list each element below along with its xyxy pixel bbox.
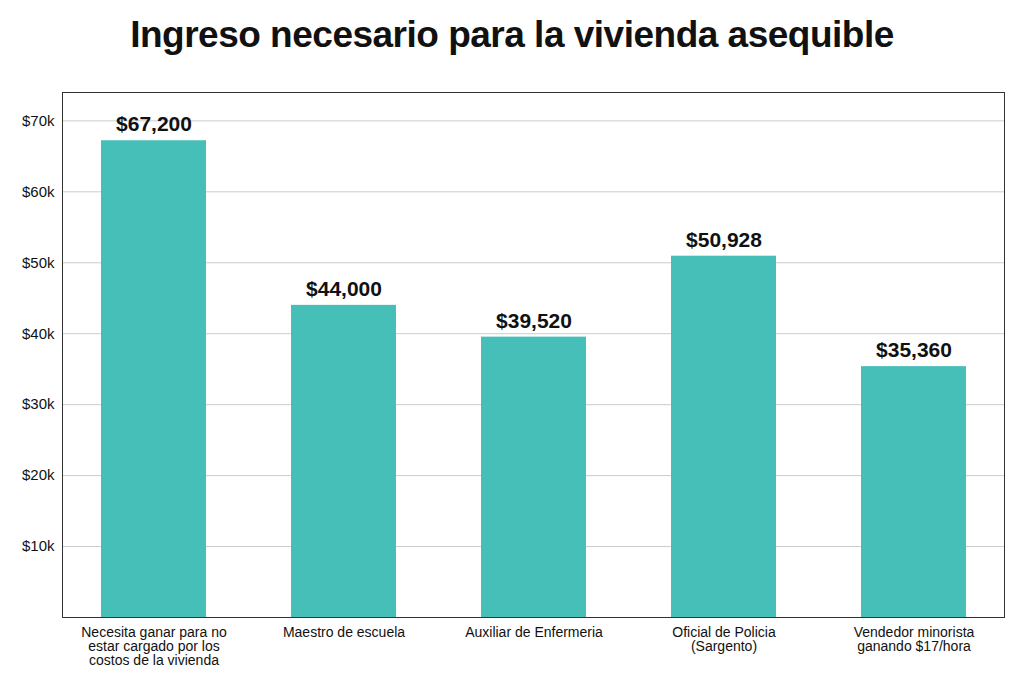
svg-text:$40k: $40k [22,325,55,342]
svg-text:$60k: $60k [22,183,55,200]
svg-text:$50,928: $50,928 [686,228,762,251]
svg-text:Vendedor minoristaganando $17/: Vendedor minoristaganando $17/hora [854,624,975,654]
html-text:Ingreso necesario para la vivi: Ingreso necesario para la vivienda asequ… [130,14,894,55]
svg-text:Oficial de Policia(Sargento): Oficial de Policia(Sargento) [672,624,776,654]
svg-text:Auxiliar de Enfermeria: Auxiliar de Enfermeria [465,624,603,640]
svg-text:$39,520: $39,520 [496,309,572,332]
svg-text:$30k: $30k [22,395,55,412]
svg-text:Maestro de escuela: Maestro de escuela [283,624,405,640]
svg-text:$20k: $20k [22,466,55,483]
svg-text:Necesita ganar para noestar ca: Necesita ganar para noestar cargado por … [81,624,227,668]
svg-text:$70k: $70k [22,112,55,129]
svg-text:$44,000: $44,000 [306,277,382,300]
svg-text:$35,360: $35,360 [876,338,952,361]
svg-text:$10k: $10k [22,537,55,554]
svg-text:$50k: $50k [22,254,55,271]
svg-text:$67,200: $67,200 [116,112,192,135]
